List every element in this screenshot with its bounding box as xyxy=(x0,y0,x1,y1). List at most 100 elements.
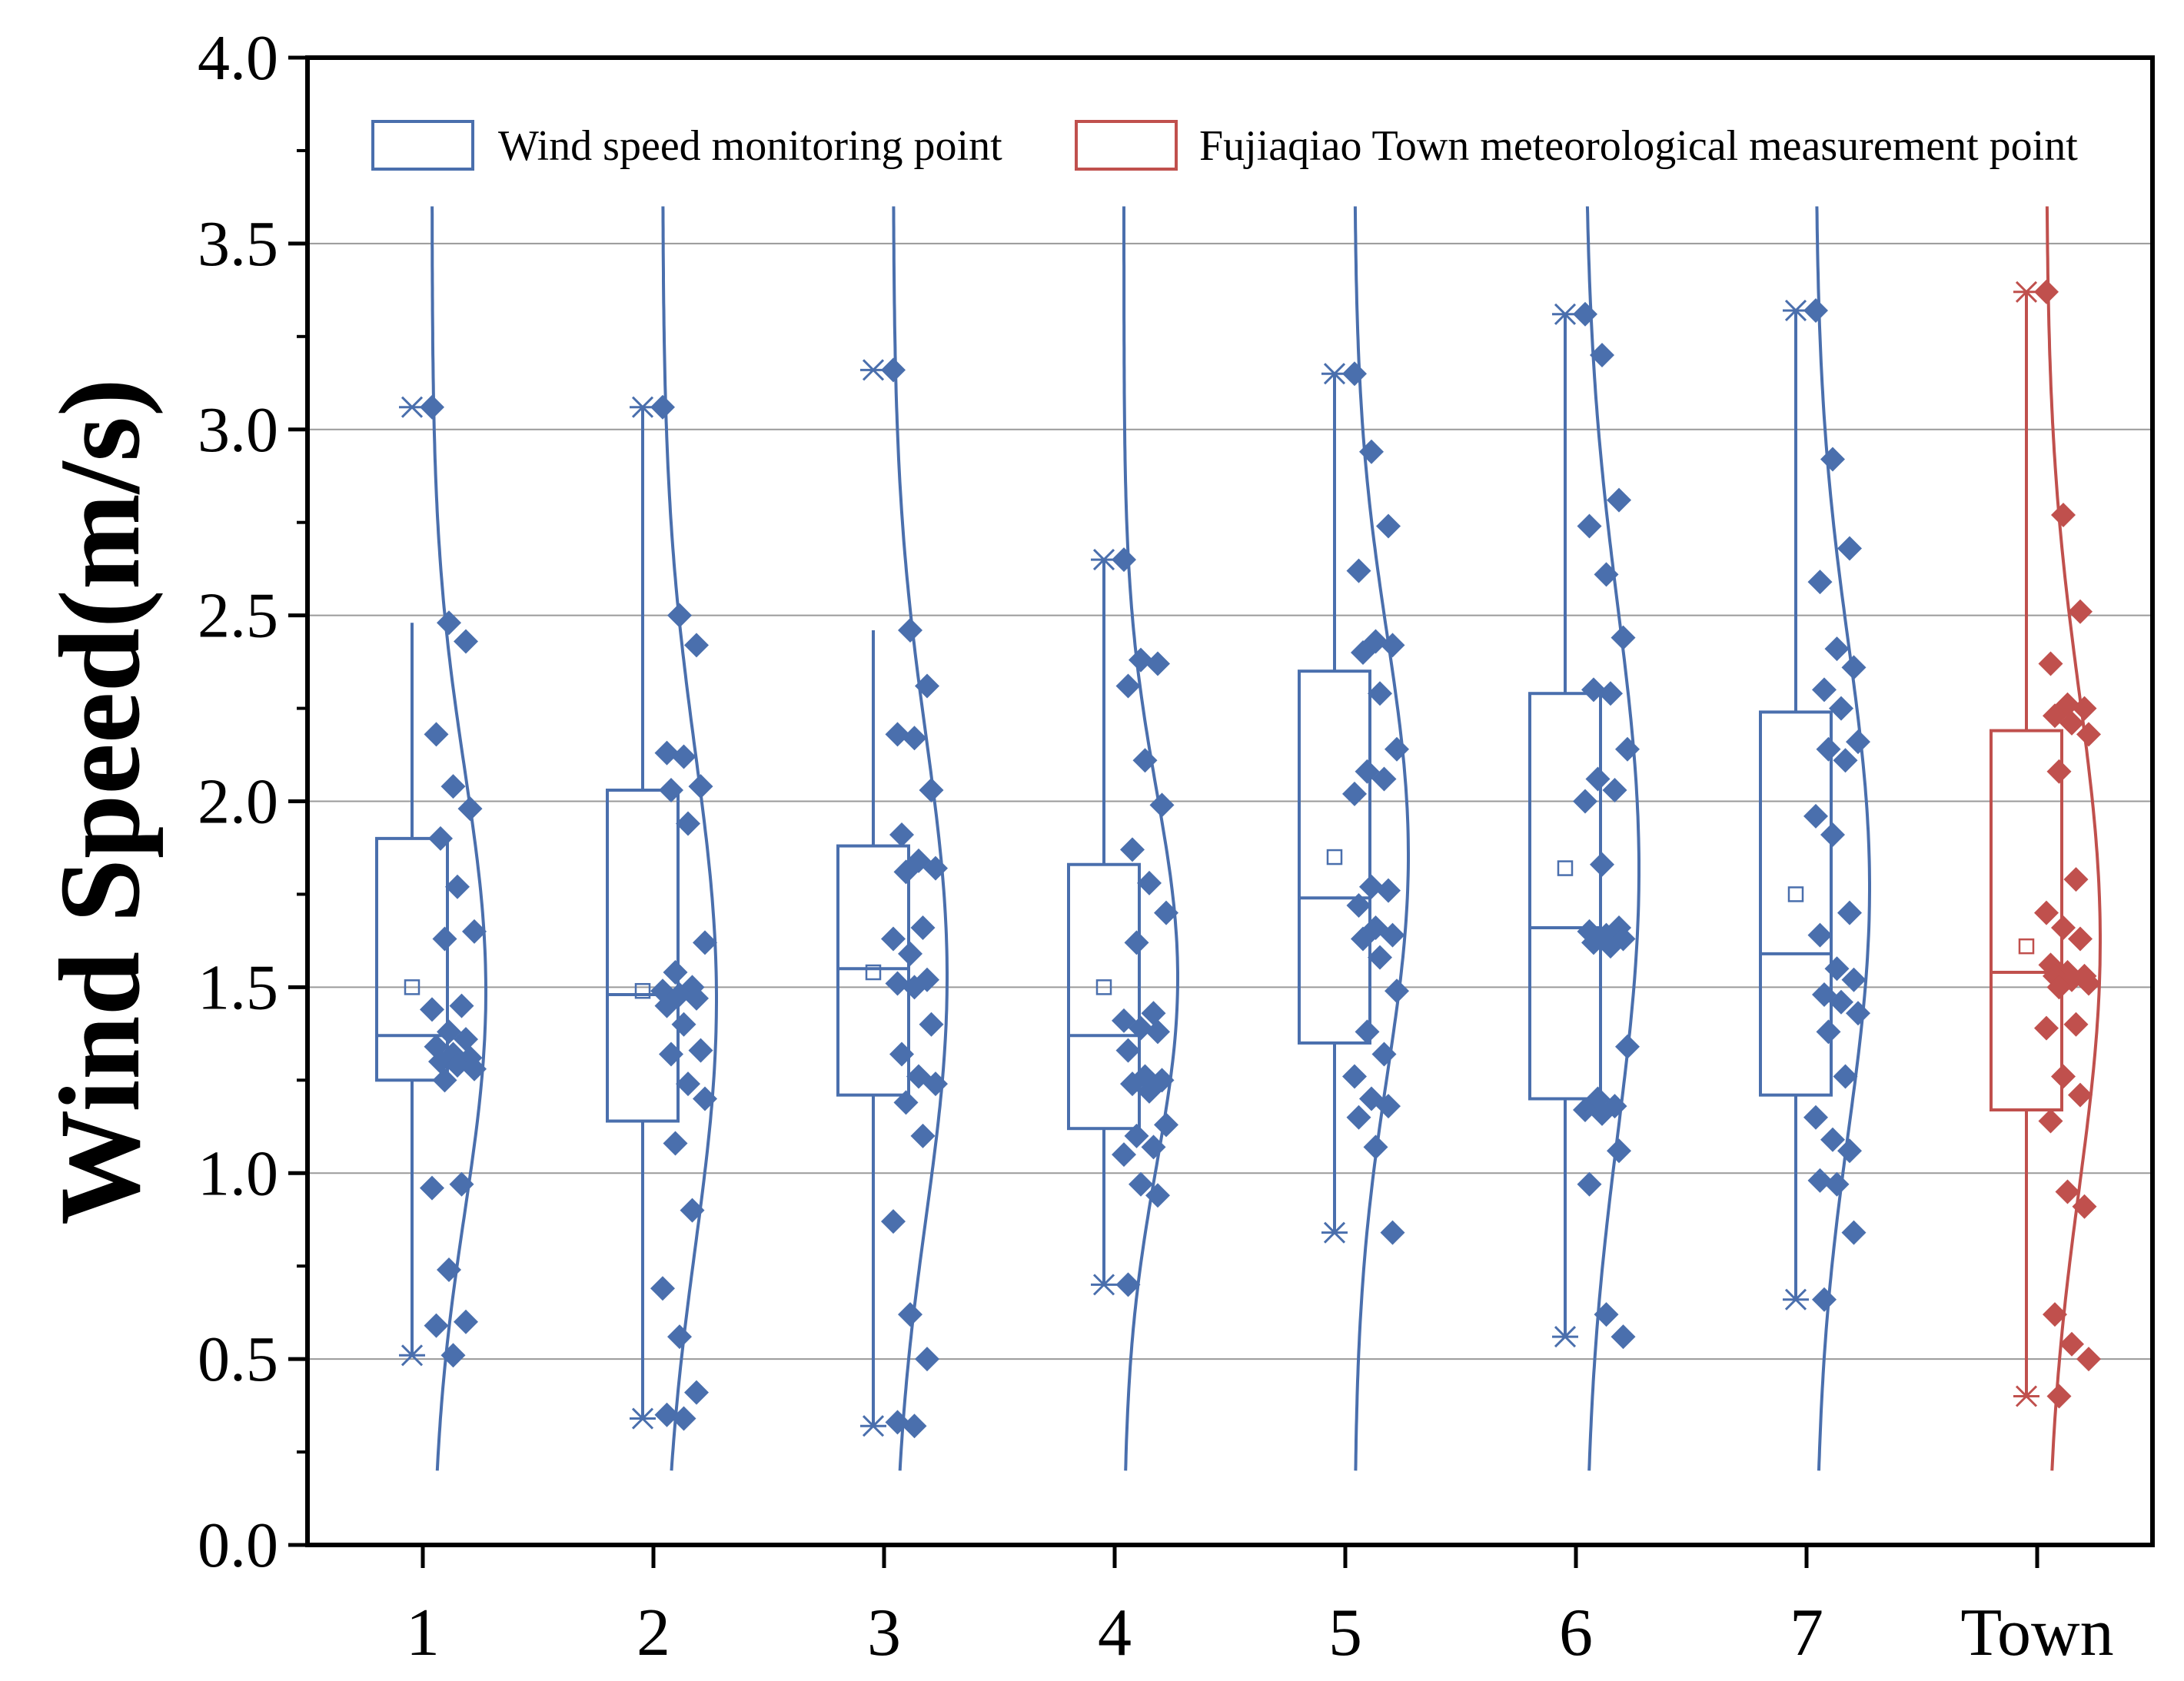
legend-label-town: Fujiaqiao Town meteorological measuremen… xyxy=(1199,122,2078,170)
data-point xyxy=(2034,900,2059,925)
data-point xyxy=(654,740,680,766)
data-point xyxy=(457,796,483,822)
box-plot-4 xyxy=(1067,549,1141,1296)
data-point xyxy=(1581,930,1606,955)
data-point xyxy=(1577,513,1602,539)
data-point xyxy=(1841,967,1867,992)
data-point xyxy=(688,1038,713,1063)
data-point xyxy=(919,1012,944,1037)
distribution-curve-4 xyxy=(1122,206,1179,1471)
data-point xyxy=(2046,975,2072,1000)
data-point xyxy=(1573,789,1597,814)
y-tick-label: 0.0 xyxy=(198,1510,278,1581)
data-point xyxy=(1346,892,1371,918)
data-point xyxy=(1837,1138,1862,1164)
data-point xyxy=(923,1071,948,1097)
data-point xyxy=(915,673,939,699)
data-point xyxy=(1154,1112,1178,1138)
data-point xyxy=(1351,926,1375,952)
data-point xyxy=(902,1414,927,1439)
data-point xyxy=(2076,722,2101,747)
data-point xyxy=(923,855,948,881)
data-point xyxy=(1376,1094,1401,1119)
data-point xyxy=(2055,1179,2080,1204)
data-point xyxy=(1598,681,1623,706)
data-point xyxy=(902,726,927,751)
min-marker xyxy=(399,1344,425,1367)
data-point xyxy=(428,826,453,851)
min-marker xyxy=(860,1415,886,1437)
data-point xyxy=(2038,651,2063,676)
data-point xyxy=(663,960,688,985)
x-tick-label: 6 xyxy=(1559,1596,1593,1670)
data-point xyxy=(449,1171,474,1197)
data-point xyxy=(437,1257,461,1283)
distribution-curve-6 xyxy=(1585,206,1640,1471)
box-iqr xyxy=(1298,669,1371,1045)
data-point xyxy=(445,874,470,899)
box-plot-2 xyxy=(606,396,680,1430)
data-point xyxy=(1607,1138,1631,1164)
data-point xyxy=(889,822,914,848)
data-point xyxy=(1129,1015,1153,1041)
data-point xyxy=(1611,625,1636,650)
min-marker xyxy=(630,1407,656,1430)
data-point xyxy=(1380,633,1405,658)
distribution-curve-2 xyxy=(661,206,718,1471)
data-point xyxy=(659,1041,683,1067)
data-point xyxy=(1837,900,1862,925)
data-point xyxy=(1594,562,1619,587)
data-point xyxy=(1137,870,1162,895)
mean-marker xyxy=(404,979,421,995)
mean-marker xyxy=(2018,938,2035,955)
box-iqr xyxy=(1528,692,1602,1101)
data-point xyxy=(1112,547,1136,573)
data-point xyxy=(2063,867,2089,892)
data-point xyxy=(1615,736,1640,762)
data-point xyxy=(1342,781,1367,806)
box-iqr xyxy=(606,788,680,1123)
data-point xyxy=(650,1276,675,1301)
data-point xyxy=(885,971,910,996)
data-point xyxy=(684,633,709,658)
data-point xyxy=(1824,1171,1850,1197)
data-point xyxy=(910,1123,936,1148)
data-point xyxy=(1355,1019,1380,1045)
data-point xyxy=(1359,439,1384,464)
data-point xyxy=(2072,696,2097,721)
data-point xyxy=(1590,1101,1614,1126)
data-point xyxy=(2068,1082,2093,1108)
data-point xyxy=(680,1198,705,1223)
data-point xyxy=(2076,971,2101,996)
data-point xyxy=(1803,1105,1828,1130)
data-point xyxy=(1816,736,1841,762)
legend-swatch-monitoring xyxy=(371,120,474,171)
data-point xyxy=(1590,343,1614,367)
data-point xyxy=(1115,673,1141,699)
data-point xyxy=(432,926,457,952)
data-point xyxy=(676,811,700,836)
data-point xyxy=(1141,1135,1166,1160)
data-point xyxy=(684,985,709,1011)
data-point xyxy=(881,1209,906,1234)
box-iqr xyxy=(1759,710,1833,1097)
data-point xyxy=(437,610,461,636)
data-point xyxy=(1346,558,1371,583)
box-iqr xyxy=(375,836,449,1082)
data-point xyxy=(667,1324,692,1350)
data-point xyxy=(1607,487,1631,513)
data-point xyxy=(1115,1038,1141,1063)
data-point xyxy=(1820,1127,1845,1152)
data-point xyxy=(885,722,910,747)
data-point xyxy=(676,1071,700,1097)
box-plot-7 xyxy=(1759,299,1833,1311)
data-point xyxy=(898,617,922,643)
data-point xyxy=(2051,1064,2076,1089)
data-point xyxy=(1385,736,1409,762)
data-point xyxy=(420,1175,444,1201)
data-point xyxy=(1112,1142,1136,1168)
x-tick-label: 5 xyxy=(1328,1596,1362,1670)
data-point xyxy=(1837,536,1862,561)
mean-marker xyxy=(1326,849,1343,865)
data-point xyxy=(1807,922,1833,948)
